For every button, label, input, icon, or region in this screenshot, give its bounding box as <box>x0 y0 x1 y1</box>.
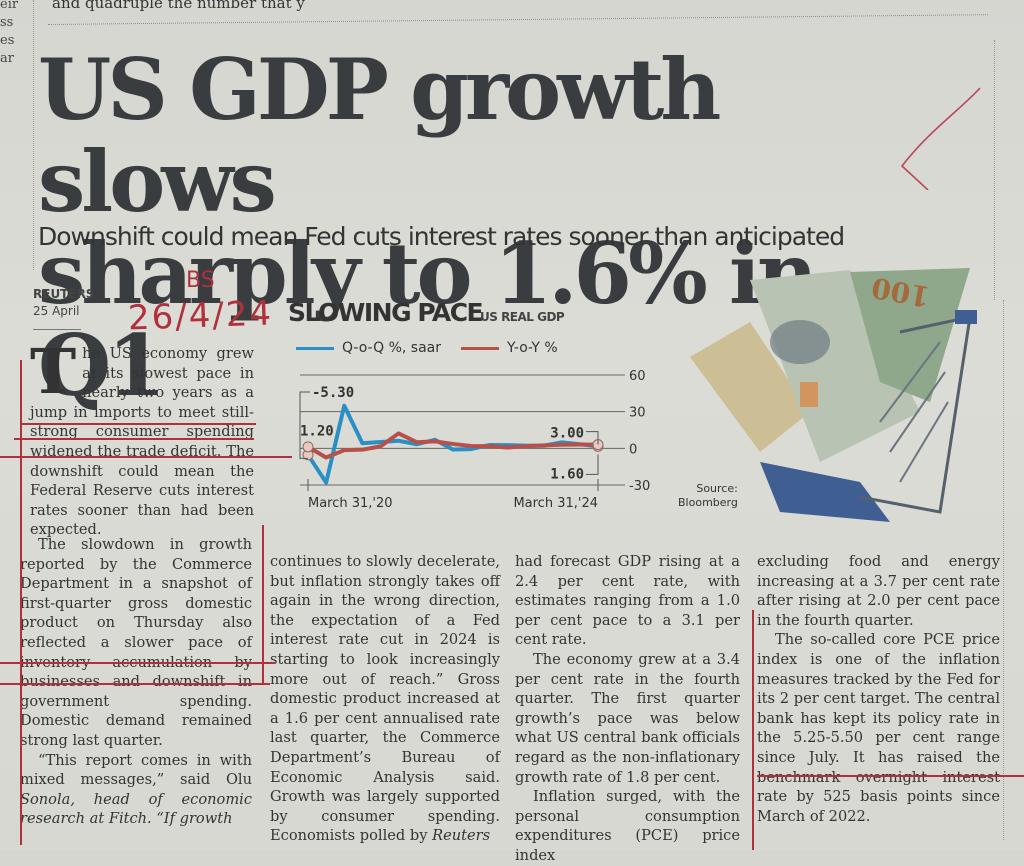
red-margin-line <box>752 610 754 850</box>
quote-text: “This report comes in with mixed message… <box>20 751 252 789</box>
article-lead: T he US economy grew at its slowest pace… <box>30 335 254 540</box>
article-column-2: continues to slowly decelerate, but infl… <box>270 552 500 846</box>
byline: REUTERS <box>33 287 95 301</box>
red-underline <box>20 423 256 425</box>
y-tick-label: 60 <box>629 369 646 384</box>
paragraph: excluding food and energy increasing at … <box>757 553 1000 629</box>
annotation-leader <box>586 431 599 445</box>
y-tick-label: 0 <box>629 442 637 457</box>
paragraph: continues to slowly decelerate, but infl… <box>270 552 500 846</box>
red-underline <box>0 456 292 458</box>
handwritten-date: 26/4/24 <box>127 293 274 339</box>
data-label: 1.60 <box>550 466 584 482</box>
byline-rule <box>33 329 81 330</box>
red-underline <box>14 438 254 440</box>
cart-frame <box>859 315 972 514</box>
red-underline <box>0 662 275 664</box>
red-underline <box>757 775 1024 777</box>
chart-source: Source: Bloomberg <box>678 482 738 510</box>
headline-line-1: US GDP growth slows <box>38 40 721 231</box>
red-margin-line <box>262 525 264 685</box>
legend-label-qoq: Q-o-Q %, saar <box>342 340 441 356</box>
snippet-line: ar <box>0 51 14 66</box>
chart-title: SLOWING PACE <box>288 298 484 327</box>
portrait <box>770 320 830 364</box>
ten-dollar-bill <box>690 322 810 452</box>
paragraph: The slowdown in growth reported by the C… <box>20 536 252 749</box>
handwritten-check-mark <box>900 87 981 190</box>
lead-paragraph: he US economy grew at its slowest pace i… <box>30 345 254 539</box>
source-mention: Reuters <box>432 827 491 845</box>
column-divider <box>994 40 995 300</box>
data-label: 1.20 <box>300 424 334 440</box>
y-tick-label: 30 <box>629 406 646 421</box>
quote-attribution: Sonola, head of economic research at Fit… <box>20 790 252 828</box>
headline-line-2: sharply to 1.6% in Q1 <box>38 224 818 415</box>
legend-swatch-qoq <box>296 346 334 350</box>
section-rule <box>47 14 988 25</box>
legend-swatch-yoy <box>461 346 499 350</box>
data-label: 3.00 <box>550 426 584 442</box>
chart-legend: Q-o-Q %, saar Y-o-Y % <box>296 340 558 356</box>
snippet-line: eir <box>0 0 19 12</box>
handwritten-initials: BS <box>186 268 215 293</box>
paragraph: had forecast GDP rising at a 2.4 per cen… <box>515 553 740 649</box>
paragraph-quote: “This report comes in with mixed message… <box>20 751 252 829</box>
subheadline: Downshift could mean Fed cuts interest r… <box>38 222 845 251</box>
cart-handle <box>955 310 977 324</box>
x-tick-label: March 31,'24 <box>513 496 598 511</box>
source-name: Bloomberg <box>678 496 738 509</box>
article-column-4: excluding food and energy increasing at … <box>757 552 1000 826</box>
drop-cap: T <box>30 335 77 408</box>
annotation-leader <box>299 391 310 459</box>
paragraph: The economy grew at a 3.4 per cent rate … <box>515 650 740 786</box>
adjacent-column-snippet: eir ss es ar <box>0 0 26 68</box>
chart-subtitle: US REAL GDP <box>480 310 565 324</box>
series-line-yoy <box>306 431 599 460</box>
column-divider <box>1003 300 1004 840</box>
paragraph: The so-called core PCE price index is on… <box>757 631 1000 825</box>
red-margin-line <box>20 360 22 845</box>
previous-article-snippet: and quadruple the number that y <box>52 0 305 12</box>
paragraph-text: continues to slowly decelerate, but infl… <box>270 553 500 845</box>
headline: US GDP growth slows sharply to 1.6% in Q… <box>38 44 938 412</box>
snippet-line: es <box>0 33 15 48</box>
x-tick-label: March 31,'20 <box>308 496 393 511</box>
data-label: -5.30 <box>312 385 354 401</box>
legend-label-yoy: Y-o-Y % <box>507 340 558 356</box>
y-tick-label: -30 <box>629 479 650 494</box>
article-column-1: The slowdown in growth reported by the C… <box>20 535 252 829</box>
red-underline <box>0 683 270 685</box>
cart-front <box>760 462 890 522</box>
money-cart-photo: 100 <box>690 268 977 522</box>
hundred-dollar-bill <box>750 270 920 462</box>
quote-text: “If growth <box>151 810 233 828</box>
dateline: 25 April <box>33 304 80 318</box>
column-divider <box>33 0 34 270</box>
annotation-leader <box>586 454 599 475</box>
snippet-line: ss <box>0 15 14 30</box>
paragraph: Inflation surged, with the personal cons… <box>515 788 740 864</box>
article-column-3: had forecast GDP rising at a 2.4 per cen… <box>515 552 740 866</box>
gdp-line-chart: 60 30 0 -30 March 31,'20 March 31,'24 -5.30 1.2… <box>299 369 650 511</box>
data-point-marker <box>302 441 314 453</box>
hundred-dollar-bill-back <box>850 268 970 402</box>
source-label: Source: <box>696 482 738 495</box>
